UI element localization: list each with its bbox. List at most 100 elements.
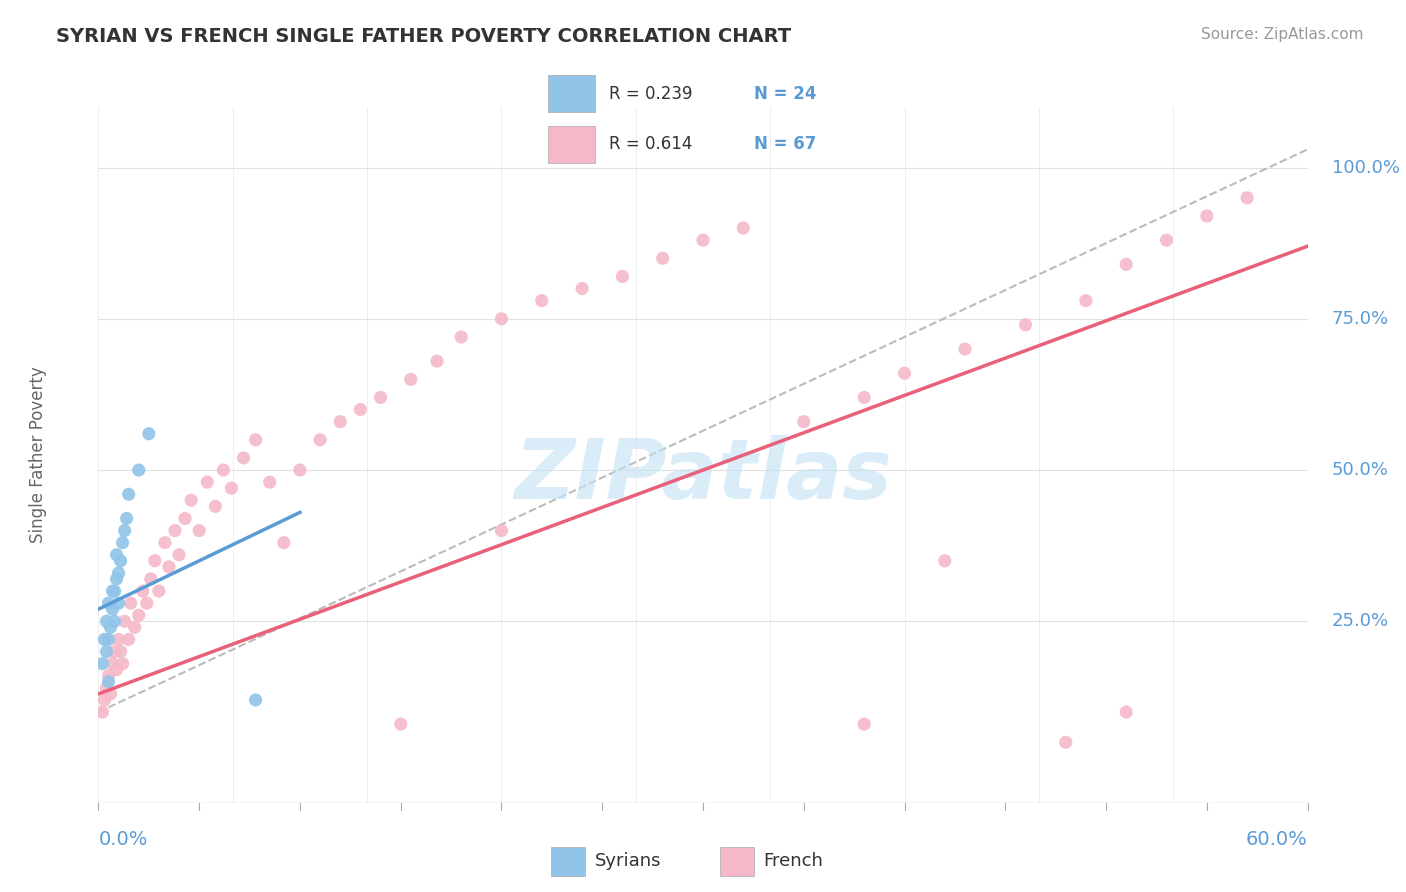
Point <box>273 535 295 549</box>
Point <box>110 554 132 568</box>
Point <box>232 450 254 465</box>
Point <box>157 559 180 574</box>
Point <box>96 615 118 629</box>
Text: R = 0.614: R = 0.614 <box>609 135 692 153</box>
FancyBboxPatch shape <box>548 75 595 112</box>
Point <box>174 511 197 525</box>
Point <box>399 372 422 386</box>
Point <box>114 615 136 629</box>
Point <box>733 221 755 235</box>
Point <box>93 632 115 647</box>
Point <box>245 433 267 447</box>
Point <box>101 657 124 671</box>
Point <box>97 596 120 610</box>
Point <box>491 524 513 538</box>
Text: 75.0%: 75.0% <box>1331 310 1389 327</box>
Point <box>188 524 211 538</box>
Point <box>111 657 134 671</box>
Point <box>288 463 311 477</box>
Point <box>530 293 553 308</box>
Point <box>97 674 120 689</box>
Point <box>107 632 129 647</box>
Text: 25.0%: 25.0% <box>1331 612 1389 631</box>
FancyBboxPatch shape <box>551 847 585 876</box>
Text: 0.0%: 0.0% <box>98 830 148 848</box>
Point <box>120 596 142 610</box>
Text: Source: ZipAtlas.com: Source: ZipAtlas.com <box>1201 27 1364 42</box>
Point <box>114 524 136 538</box>
Text: R = 0.239: R = 0.239 <box>609 85 692 103</box>
Point <box>132 584 155 599</box>
Text: French: French <box>763 852 824 870</box>
Point <box>1074 293 1097 308</box>
Point <box>97 669 120 683</box>
Point <box>195 475 218 490</box>
Point <box>153 535 176 549</box>
Point <box>103 615 125 629</box>
Point <box>1054 735 1077 749</box>
Point <box>651 252 673 266</box>
Point <box>100 687 122 701</box>
Point <box>1195 209 1218 223</box>
Text: N = 67: N = 67 <box>754 135 815 153</box>
Point <box>793 415 815 429</box>
Point <box>259 475 281 490</box>
Point <box>96 644 118 658</box>
Point <box>491 311 513 326</box>
Point <box>143 554 166 568</box>
Point <box>103 584 125 599</box>
Point <box>1236 191 1258 205</box>
Point <box>245 693 267 707</box>
Point <box>128 608 150 623</box>
Point <box>107 596 129 610</box>
Point <box>105 548 128 562</box>
Point <box>571 281 593 295</box>
Point <box>370 391 392 405</box>
Point <box>100 620 122 634</box>
Point <box>91 657 114 671</box>
Text: Single Father Poverty: Single Father Poverty <box>30 367 46 543</box>
Point <box>853 391 876 405</box>
Point <box>612 269 634 284</box>
Point <box>101 602 124 616</box>
Point <box>426 354 449 368</box>
Point <box>91 705 114 719</box>
Point <box>110 644 132 658</box>
Point <box>389 717 412 731</box>
Point <box>105 572 128 586</box>
Point <box>167 548 190 562</box>
Point <box>853 717 876 731</box>
Point <box>953 342 976 356</box>
Text: Syrians: Syrians <box>595 852 661 870</box>
Point <box>893 366 915 380</box>
Point <box>934 554 956 568</box>
FancyBboxPatch shape <box>548 126 595 163</box>
Point <box>204 500 226 514</box>
Text: 50.0%: 50.0% <box>1331 461 1389 479</box>
Text: ZIPatlas: ZIPatlas <box>515 435 891 516</box>
Text: SYRIAN VS FRENCH SINGLE FATHER POVERTY CORRELATION CHART: SYRIAN VS FRENCH SINGLE FATHER POVERTY C… <box>56 27 792 45</box>
Point <box>148 584 170 599</box>
Point <box>111 535 134 549</box>
Point <box>692 233 714 247</box>
Point <box>118 487 141 501</box>
Point <box>349 402 371 417</box>
Point <box>96 681 118 695</box>
Point <box>135 596 157 610</box>
Point <box>128 463 150 477</box>
Point <box>118 632 141 647</box>
Point <box>107 566 129 580</box>
Point <box>329 415 352 429</box>
Point <box>1115 257 1137 271</box>
FancyBboxPatch shape <box>720 847 754 876</box>
Text: 60.0%: 60.0% <box>1246 830 1308 848</box>
Point <box>1156 233 1178 247</box>
Point <box>105 663 128 677</box>
Point <box>138 426 160 441</box>
Text: 100.0%: 100.0% <box>1331 159 1400 177</box>
Point <box>221 481 243 495</box>
Point <box>103 644 125 658</box>
Point <box>93 693 115 707</box>
Point <box>212 463 235 477</box>
Point <box>180 493 202 508</box>
